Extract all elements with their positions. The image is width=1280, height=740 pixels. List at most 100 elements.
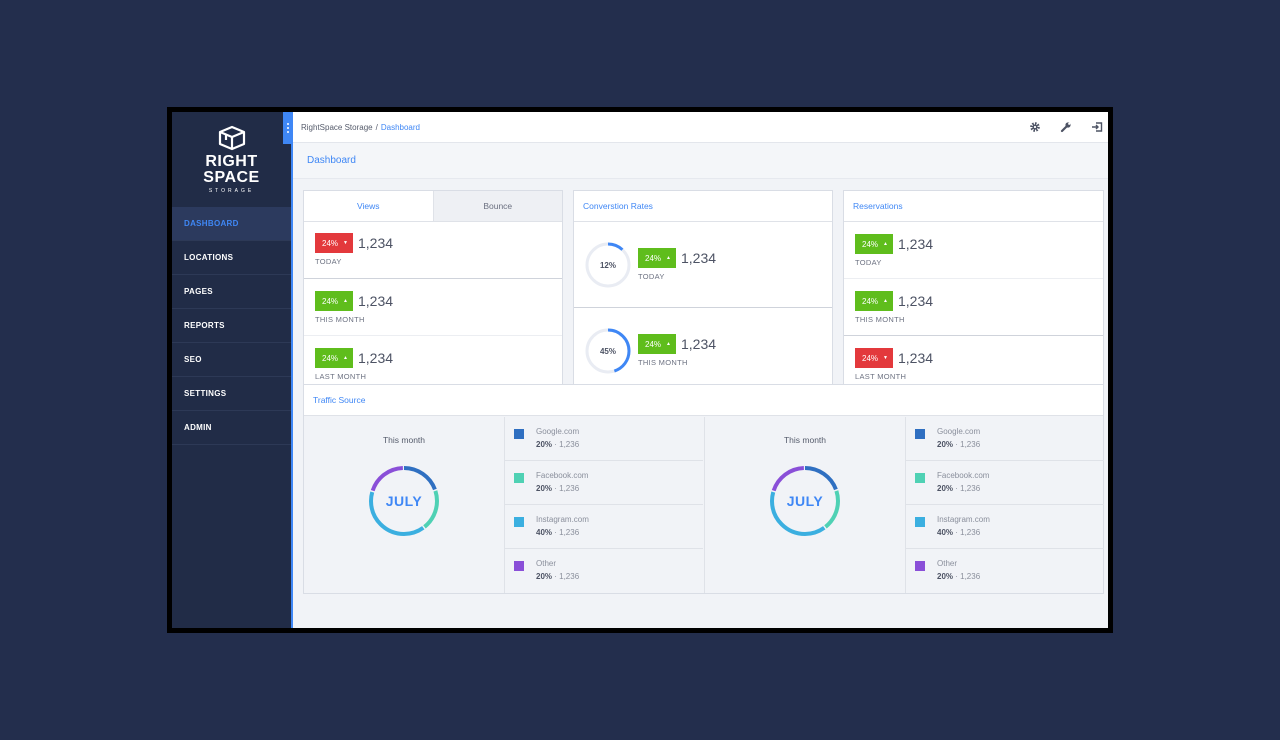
breadcrumb-current: Dashboard xyxy=(380,122,420,132)
caret-down-icon: ▼ xyxy=(343,240,348,246)
legend-value: 20% · 1,236 xyxy=(937,484,981,493)
caret-up-icon: ▲ xyxy=(666,341,671,347)
views-tabs: Views Bounce xyxy=(304,191,562,222)
caret-down-icon: ▼ xyxy=(883,355,888,361)
logout-icon[interactable] xyxy=(1091,121,1103,133)
stat-value: 1,234 xyxy=(358,235,394,251)
stat-label: THIS MONTH xyxy=(638,358,688,367)
legend-value: 20% · 1,236 xyxy=(536,440,580,449)
progress-ring xyxy=(585,242,631,288)
donut-center-label: JULY xyxy=(385,493,423,509)
donut-segment-instagram xyxy=(369,466,439,536)
legend-name: Facebook.com xyxy=(937,471,990,480)
legend-item-facebook[interactable]: Facebook.com 20% · 1,236 xyxy=(906,461,1104,505)
legend-swatch xyxy=(514,429,524,439)
legend-item-instagram[interactable]: Instagram.com 40% · 1,236 xyxy=(906,505,1104,549)
sidebar-item-locations[interactable]: LOCATIONS xyxy=(172,241,291,275)
legend-name: Google.com xyxy=(536,427,580,436)
sidebar-nav: DASHBOARD LOCATIONS PAGES REPORTS SEO SE… xyxy=(172,207,291,445)
legend-item-google[interactable]: Google.com 20% · 1,236 xyxy=(906,417,1104,461)
ring-progress xyxy=(585,328,631,374)
stat-value: 1,234 xyxy=(358,293,394,309)
donut-segment-facebook xyxy=(369,466,439,536)
legend-swatch xyxy=(514,473,524,483)
trend-badge: 24% ▲ xyxy=(315,291,353,311)
sidebar-item-dashboard[interactable]: DASHBOARD xyxy=(172,207,291,241)
chart-period-label: This month xyxy=(382,435,426,445)
stat-value: 1,234 xyxy=(898,293,934,309)
app-window: RIGHT SPACE STORAGE DASHBOARD LOCATIONS … xyxy=(172,112,1108,628)
top-bar: RightSpace Storage / Dashboard xyxy=(293,112,1108,143)
legend-swatch xyxy=(915,473,925,483)
trend-badge: 24% ▼ xyxy=(315,233,353,253)
tab-views[interactable]: Views xyxy=(304,191,433,221)
legend-item-facebook[interactable]: Facebook.com 20% · 1,236 xyxy=(505,461,703,505)
legend-name: Google.com xyxy=(937,427,981,436)
sidebar-toggle-handle[interactable] xyxy=(283,112,293,144)
trend-badge: 24% ▲ xyxy=(638,334,676,354)
traffic-donut-chart xyxy=(369,466,439,536)
caret-up-icon: ▲ xyxy=(666,255,671,261)
views-card: Views Bounce 24% ▼ 1,234 TODAY 24% ▲ 1,234… xyxy=(303,190,563,394)
legend-swatch xyxy=(514,561,524,571)
legend-name: Instagram.com xyxy=(536,515,589,524)
donut-segment-instagram xyxy=(770,466,840,536)
legend-value: 40% · 1,236 xyxy=(536,528,580,537)
reservations-row-this-month: 24% ▲ 1,234 THIS MONTH xyxy=(844,279,1103,336)
conversion-card: Converstion Rates 12% 24% ▲ 1,234 TODAY 4… xyxy=(573,190,833,394)
brand-logo[interactable]: RIGHT SPACE STORAGE xyxy=(172,112,291,207)
stat-value: 1,234 xyxy=(681,250,717,266)
legend-name: Other xyxy=(937,559,958,568)
donut-center-label: JULY xyxy=(786,493,824,509)
donut-segment-facebook xyxy=(770,466,840,536)
tab-bounce[interactable]: Bounce xyxy=(432,191,562,221)
trend-badge: 24% ▲ xyxy=(638,248,676,268)
ring-percent: 12% xyxy=(599,261,616,270)
legend-swatch xyxy=(915,517,925,527)
traffic-legend: Google.com 20% · 1,236 Facebook.com 20% … xyxy=(905,417,1104,593)
trend-badge: 24% ▲ xyxy=(855,234,893,254)
caret-up-icon: ▲ xyxy=(343,298,348,304)
traffic-panel-2: This month JULY Google.com 20% · 1,236 F… xyxy=(704,417,1104,593)
gear-icon[interactable] xyxy=(1029,121,1041,133)
progress-ring xyxy=(585,328,631,374)
sidebar-item-seo[interactable]: SEO xyxy=(172,343,291,377)
sidebar-item-settings[interactable]: SETTINGS xyxy=(172,377,291,411)
breadcrumb-root[interactable]: RightSpace Storage xyxy=(301,122,373,132)
box-logo-icon xyxy=(218,125,245,151)
legend-item-instagram[interactable]: Instagram.com 40% · 1,236 xyxy=(505,505,703,549)
sidebar-item-admin[interactable]: ADMIN xyxy=(172,411,291,445)
main-content: RightSpace Storage / Dashboard Dashboard… xyxy=(283,112,1108,628)
legend-swatch xyxy=(915,561,925,571)
sidebar: RIGHT SPACE STORAGE DASHBOARD LOCATIONS … xyxy=(172,112,291,628)
views-row-this-month: 24% ▲ 1,234 THIS MONTH xyxy=(304,279,562,336)
reservations-card: Reservations 24% ▲ 1,234 TODAY 24% ▲ 1,234… xyxy=(843,190,1104,394)
stat-value: 1,234 xyxy=(358,350,394,366)
caret-up-icon: ▲ xyxy=(883,298,888,304)
stat-value: 1,234 xyxy=(681,336,717,352)
conversion-row-today: 12% 24% ▲ 1,234 TODAY xyxy=(574,222,832,308)
caret-up-icon: ▲ xyxy=(883,241,888,247)
stat-label: THIS MONTH xyxy=(855,315,905,324)
legend-value: 20% · 1,236 xyxy=(536,572,580,581)
traffic-title: Traffic Source xyxy=(304,385,1103,416)
breadcrumb-separator: / xyxy=(375,122,378,132)
brand-line-2: SPACE xyxy=(203,169,260,186)
donut-segment-google xyxy=(770,466,840,536)
views-row-last-month: 24% ▲ 1,234 LAST MONTH xyxy=(304,336,562,393)
brand-line-1: RIGHT xyxy=(205,153,258,170)
stat-value: 1,234 xyxy=(898,350,934,366)
legend-item-other[interactable]: Other 20% · 1,236 xyxy=(505,549,703,593)
legend-item-google[interactable]: Google.com 20% · 1,236 xyxy=(505,417,703,461)
sidebar-item-reports[interactable]: REPORTS xyxy=(172,309,291,343)
stat-label: TODAY xyxy=(315,257,342,266)
legend-item-other[interactable]: Other 20% · 1,236 xyxy=(906,549,1104,593)
stat-value: 1,234 xyxy=(898,236,934,252)
legend-name: Instagram.com xyxy=(937,515,990,524)
sidebar-item-pages[interactable]: PAGES xyxy=(172,275,291,309)
brand-tagline: STORAGE xyxy=(208,188,255,194)
trend-badge: 24% ▲ xyxy=(855,291,893,311)
wrench-icon[interactable] xyxy=(1060,121,1072,133)
screenshot-frame: RIGHT SPACE STORAGE DASHBOARD LOCATIONS … xyxy=(167,107,1113,633)
trend-badge: 24% ▼ xyxy=(855,348,893,368)
